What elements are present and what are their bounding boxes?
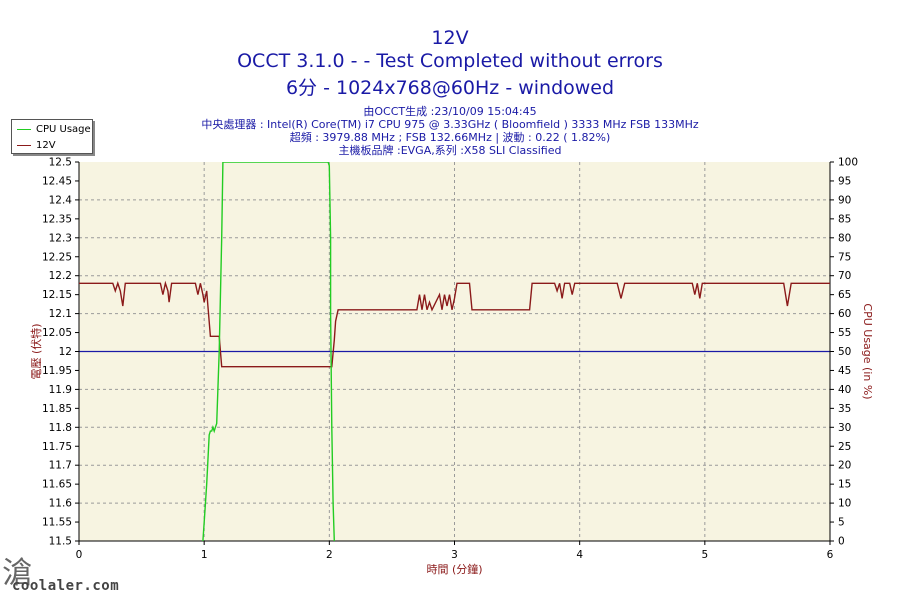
- legend-label-12v: 12V: [36, 139, 56, 151]
- y-tick-label-right: 60: [838, 308, 851, 320]
- legend-swatch-12v: [17, 144, 31, 146]
- y-tick-label-right: 5: [838, 517, 845, 529]
- info-motherboard: 主機板品牌 :EVGA,系列 :X58 SLI Classified: [338, 144, 562, 157]
- legend-label-cpu-usage: CPU Usage: [36, 123, 91, 135]
- watermark-glyph: 滄: [2, 556, 32, 591]
- y-tick-label-right: 80: [838, 232, 851, 244]
- y-tick-label-left: 12.25: [42, 251, 72, 263]
- chart-subtitle-test: OCCT 3.1.0 - - Test Completed without er…: [237, 50, 663, 72]
- y-tick-label-left: 11.9: [49, 384, 72, 396]
- y-tick-label-left: 11.8: [49, 422, 72, 434]
- x-tick-label: 6: [827, 549, 834, 561]
- y-tick-label-right: 65: [838, 289, 851, 301]
- y-tick-label-left: 12.4: [49, 194, 73, 206]
- y-tick-label-right: 0: [838, 536, 845, 548]
- y-tick-label-right: 55: [838, 327, 851, 339]
- y-tick-label-left: 11.85: [42, 403, 72, 415]
- y-tick-label-right: 15: [838, 479, 851, 491]
- x-tick-label: 5: [701, 549, 708, 561]
- y-tick-label-left: 12: [59, 346, 72, 358]
- info-cpu: 中央處理器 : Intel(R) Core(TM) i7 CPU 975 @ 3…: [201, 118, 699, 131]
- y-tick-label-right: 30: [838, 422, 851, 434]
- y-tick-label-left: 11.95: [42, 365, 72, 377]
- y-tick-label-left: 12.15: [42, 289, 72, 301]
- y-axis-label-left: 電壓 (伏特): [29, 323, 43, 379]
- y-tick-label-right: 35: [838, 403, 851, 415]
- y-tick-label-left: 12.3: [49, 232, 72, 244]
- series-line-12v: [79, 280, 830, 368]
- y-tick-label-left: 12.35: [42, 213, 72, 225]
- y-tick-label-left: 12.45: [42, 175, 72, 187]
- y-tick-label-right: 25: [838, 441, 851, 453]
- y-tick-label-right: 90: [838, 194, 851, 206]
- y-tick-label-left: 12.1: [49, 308, 72, 320]
- series-line-cpu-usage: [202, 162, 335, 541]
- y-tick-label-left: 11.55: [42, 517, 72, 529]
- y-axis-label-right: CPU Usage (in %): [861, 303, 874, 399]
- y-tick-label-left: 11.7: [49, 460, 72, 472]
- legend-item-cpu-usage: CPU Usage: [12, 122, 92, 136]
- legend-swatch-cpu-usage: [17, 128, 31, 130]
- y-tick-label-left: 12.5: [49, 157, 72, 169]
- y-tick-label-right: 95: [838, 175, 851, 187]
- y-tick-label-left: 11.75: [42, 441, 72, 453]
- y-tick-label-right: 85: [838, 213, 851, 225]
- y-tick-label-right: 100: [838, 157, 858, 169]
- x-tick-label: 2: [326, 549, 333, 561]
- chart-legend: CPU Usage 12V: [11, 119, 93, 154]
- y-tick-label-right: 50: [838, 346, 851, 358]
- y-tick-label-left: 11.6: [49, 498, 73, 510]
- info-generated: 由OCCT生成 :23/10/09 15:04:45: [363, 105, 537, 118]
- y-tick-label-right: 10: [838, 498, 851, 510]
- x-tick-label: 4: [576, 549, 583, 561]
- y-tick-label-left: 11.65: [42, 479, 72, 491]
- y-tick-label-right: 70: [838, 270, 851, 282]
- watermark-text: coolaler.com: [12, 578, 120, 594]
- x-axis-label: 時間 (分鐘): [426, 562, 482, 576]
- x-tick-label: 1: [201, 549, 208, 561]
- x-tick-label: 0: [76, 549, 83, 561]
- chart-subtitle-display: 6分 - 1024x768@60Hz - windowed: [285, 77, 615, 99]
- y-tick-label-right: 40: [838, 384, 851, 396]
- y-tick-label-right: 45: [838, 365, 851, 377]
- x-tick-label: 3: [451, 549, 458, 561]
- info-overclock: 超頻 : 3979.88 MHz ; FSB 132.66MHz | 波動 : …: [289, 131, 611, 144]
- y-tick-label-right: 75: [838, 251, 851, 263]
- y-tick-label-right: 20: [838, 460, 851, 472]
- y-tick-label-left: 12.2: [49, 270, 72, 282]
- y-tick-label-left: 11.5: [49, 536, 72, 548]
- legend-item-12v: 12V: [12, 138, 92, 152]
- chart-title: 12V: [431, 27, 469, 49]
- y-tick-label-left: 12.05: [42, 327, 72, 339]
